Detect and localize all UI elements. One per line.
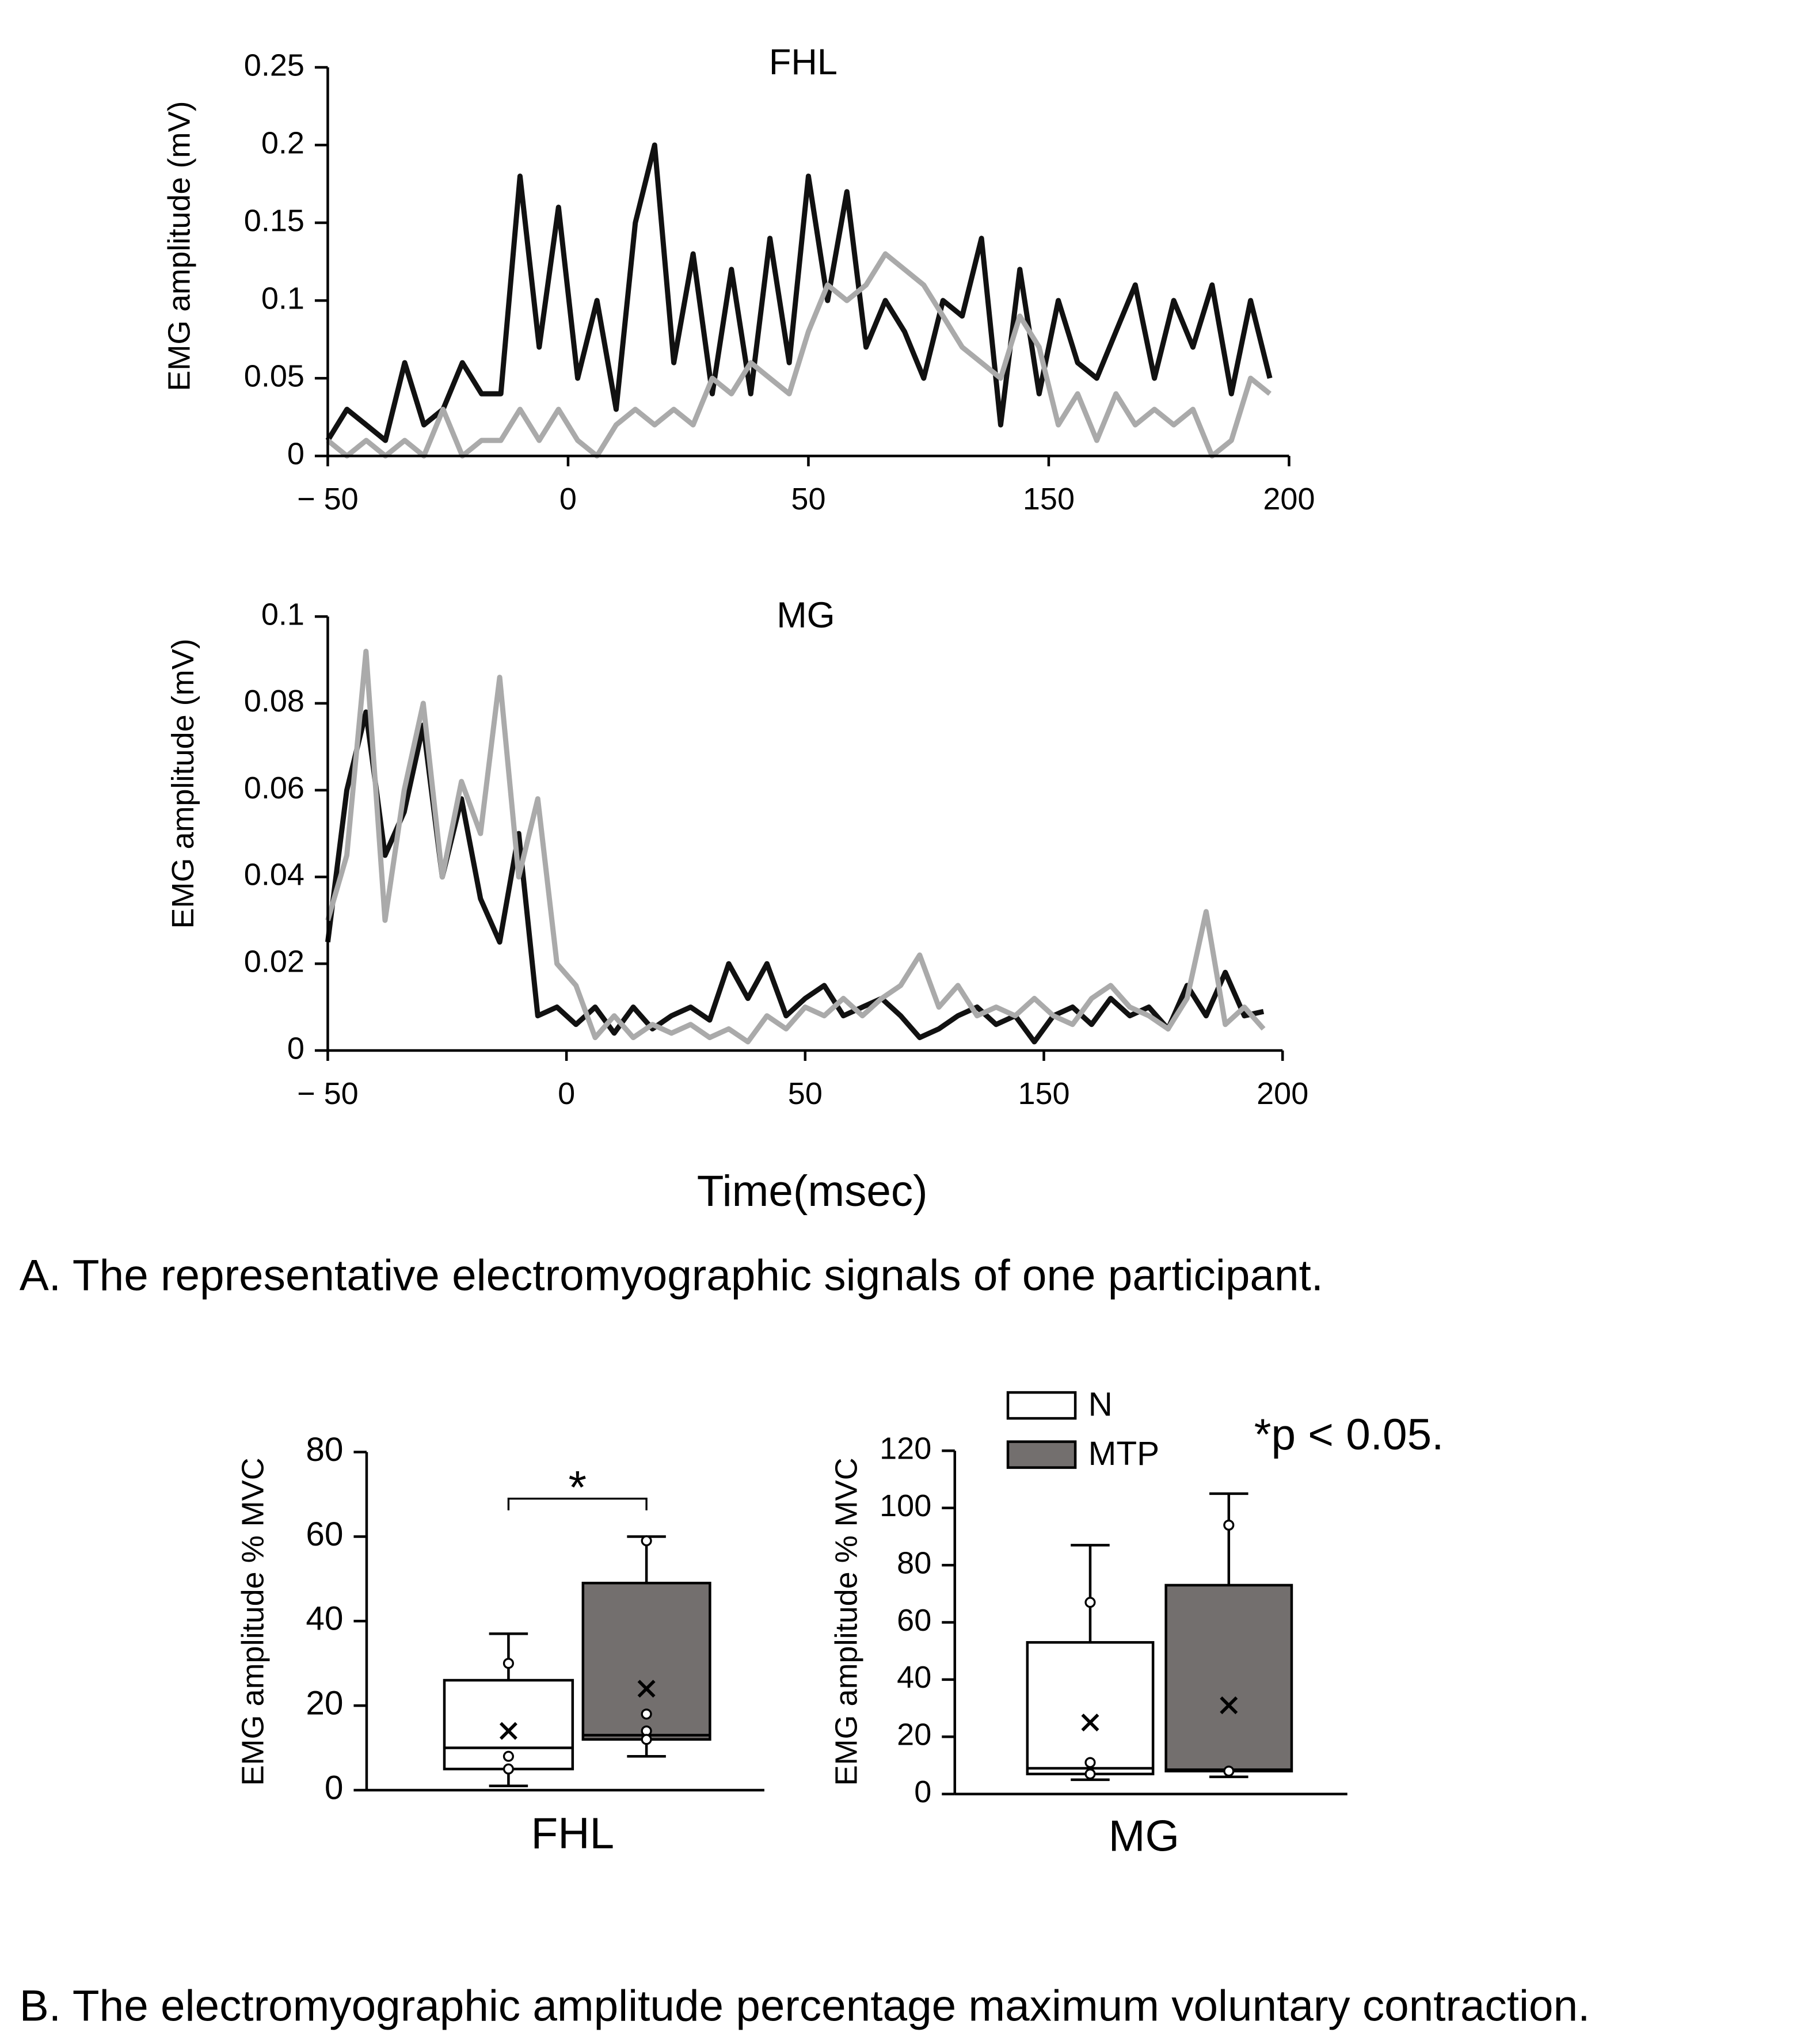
data-point	[1084, 1768, 1096, 1780]
y-tick-label: 0.05	[244, 359, 304, 393]
chart-title: MG	[776, 595, 835, 635]
y-tick-label: 40	[897, 1660, 931, 1695]
y-tick-label: 0.02	[244, 945, 304, 979]
legend-label: N	[1088, 1385, 1113, 1423]
data-point	[503, 1763, 514, 1775]
x-tick-label: 150	[1018, 1076, 1069, 1111]
x-tick-label: 0	[559, 482, 577, 516]
y-tick-label: 0.1	[261, 281, 304, 315]
y-tick-label: 0.04	[244, 858, 304, 892]
y-tick-label: 0.08	[244, 684, 304, 718]
y-axis-label: EMG amplitude (mV)	[166, 638, 200, 928]
y-tick-label: 120	[880, 1432, 931, 1466]
category-label: MG	[1109, 1812, 1179, 1861]
x-tick-label: 200	[1257, 1076, 1308, 1111]
mean-marker	[1081, 1713, 1099, 1731]
legend-label: MTP	[1088, 1435, 1159, 1472]
y-tick-label: 0	[287, 436, 304, 471]
signal-line	[325, 142, 1273, 443]
chart-title: FHL	[769, 42, 838, 82]
box	[1026, 1641, 1155, 1776]
y-tick-label: 0.15	[244, 203, 304, 238]
box	[1164, 1584, 1293, 1773]
category-label: FHL	[531, 1809, 615, 1858]
mean-marker	[637, 1680, 656, 1698]
legend-swatch	[1006, 1440, 1077, 1469]
y-axis-label: EMG amplitude (mV)	[162, 101, 196, 391]
data-point	[641, 1734, 652, 1745]
data-point	[641, 1708, 652, 1720]
x-tick-label: − 50	[297, 482, 359, 516]
y-tick-label: 0	[914, 1775, 931, 1809]
data-point	[1223, 1765, 1235, 1777]
x-tick-label: 0	[558, 1076, 575, 1111]
y-tick-label: 0.06	[244, 771, 304, 805]
mean-marker	[1220, 1696, 1238, 1715]
significance-bracket	[507, 1497, 648, 1510]
x-tick-label: − 50	[297, 1076, 359, 1111]
x-axis-label: Time(msec)	[697, 1167, 928, 1216]
data-point	[1084, 1757, 1096, 1768]
y-axis-label: EMG amplitude % MVC	[829, 1457, 863, 1786]
data-point	[641, 1535, 652, 1547]
data-point	[503, 1750, 514, 1762]
y-tick-label: 20	[306, 1685, 343, 1722]
caption: B. The electromyographic amplitude perce…	[20, 1981, 1590, 2030]
y-axis-label: EMG amplitude % MVC	[236, 1457, 271, 1786]
y-tick-label: 0	[287, 1031, 304, 1065]
x-tick-label: 150	[1023, 482, 1075, 516]
y-tick-label: 0	[325, 1769, 344, 1806]
signal-line	[326, 251, 1272, 459]
y-tick-label: 80	[306, 1431, 343, 1468]
x-tick-label: 50	[791, 482, 825, 516]
y-tick-label: 0.1	[261, 597, 304, 631]
y-tick-label: 60	[897, 1603, 931, 1638]
mean-marker	[499, 1722, 517, 1740]
y-tick-label: 100	[880, 1489, 931, 1523]
signal-line	[325, 648, 1266, 1045]
annotation: *p < 0.05.	[1254, 1410, 1444, 1459]
x-tick-label: 50	[788, 1076, 823, 1111]
y-tick-label: 60	[306, 1516, 343, 1553]
significance-label: *	[568, 1462, 587, 1514]
y-tick-label: 0.25	[244, 48, 304, 82]
y-tick-label: 80	[897, 1546, 931, 1580]
data-point	[503, 1658, 514, 1669]
x-tick-label: 200	[1263, 482, 1315, 516]
y-tick-label: 0.2	[261, 125, 304, 160]
data-point	[1223, 1519, 1235, 1531]
data-point	[1084, 1597, 1096, 1608]
legend-swatch	[1006, 1391, 1077, 1420]
y-tick-label: 40	[306, 1600, 343, 1638]
y-tick-label: 20	[897, 1718, 931, 1752]
caption: A. The representative electromyographic …	[20, 1251, 1323, 1300]
signal-line	[325, 709, 1265, 1045]
